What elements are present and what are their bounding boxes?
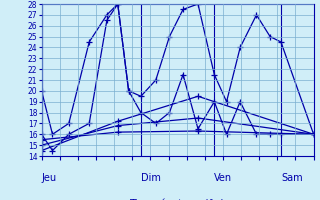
- Text: Dim: Dim: [141, 173, 161, 183]
- Text: Jeu: Jeu: [42, 173, 57, 183]
- Text: Température (°c): Température (°c): [130, 199, 225, 200]
- Text: Sam: Sam: [281, 173, 303, 183]
- Text: Ven: Ven: [214, 173, 232, 183]
